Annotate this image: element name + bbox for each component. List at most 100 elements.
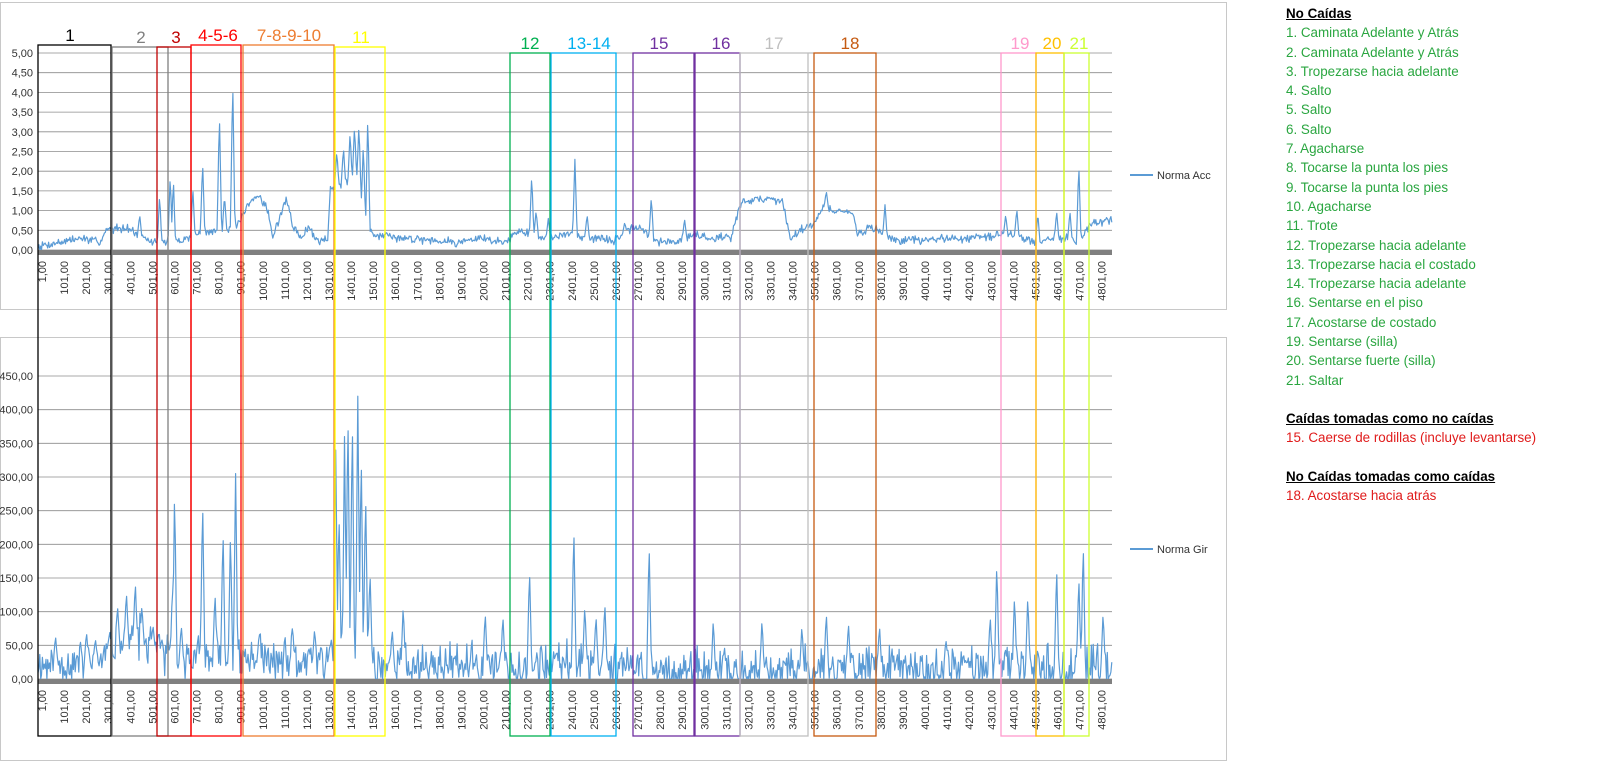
x-tick-label: 801,00 (214, 261, 226, 295)
x-tick-label: 401,00 (125, 261, 137, 295)
activity-box-label: 4-5-6 (198, 26, 238, 45)
y-tick-label: 0,00 (12, 245, 33, 257)
x-tick-label: 1501,00 (368, 261, 380, 301)
x-tick-label: 1601,00 (390, 261, 402, 301)
x-tick-label: 1901,00 (456, 261, 468, 301)
activity-box (37, 44, 112, 737)
notes-panel: No Caídas 1. Caminata Adelante y Atrás 2.… (1286, 4, 1616, 505)
x-tick-label: 2401,00 (567, 261, 579, 301)
y-tick-label: 4,50 (12, 68, 33, 80)
x-tick-label: 2701,00 (633, 261, 645, 301)
y-tick-label: 2,00 (12, 166, 33, 178)
x-tick-label: 3801,00 (876, 690, 888, 730)
note-item-no-caida: 6. Salto (1286, 121, 1332, 137)
x-tick-label: 2901,00 (677, 261, 689, 301)
x-axis-band (38, 679, 1112, 684)
x-tick-label: 1001,00 (258, 690, 270, 730)
x-tick-label: 801,00 (214, 690, 226, 724)
x-tick-label: 4801,00 (1097, 690, 1109, 730)
x-tick-label: 3401,00 (788, 690, 800, 730)
activity-boxes: 1 2 3 4-5-6 7-8-9-10 11 12 13-14 15 16 17 18 19 20 21 (37, 26, 1090, 737)
x-tick-label: 1701,00 (412, 261, 424, 301)
x-tick-label: 2001,00 (479, 690, 491, 730)
note-item-no-caida: 20. Sentarse fuerte (silla) (1286, 353, 1436, 369)
activity-box-label: 13-14 (567, 34, 610, 53)
x-tick-label: 4101,00 (942, 690, 954, 730)
note-item-no-caida: 13. Tropezarse hacia el costado (1286, 256, 1476, 272)
x-tick-label: 3601,00 (832, 690, 844, 730)
x-tick-label: 3501,00 (810, 261, 822, 301)
x-tick-label: 1401,00 (346, 261, 358, 301)
note-item-no-caida: 10. Agacharse (1286, 198, 1372, 214)
note-item-no-caida: 11. Trote (1286, 218, 1338, 234)
x-tick-label: 4201,00 (964, 690, 976, 730)
activity-box-label: 7-8-9-10 (257, 26, 321, 45)
x-tick-label: 2801,00 (655, 261, 667, 301)
y-tick-label: 50,00 (5, 640, 33, 652)
x-tick-label: 1,00 (37, 261, 49, 282)
x-tick-label: 3101,00 (721, 261, 733, 301)
x-tick-label: 701,00 (192, 690, 204, 724)
y-tick-label: 400,00 (0, 405, 33, 417)
x-tick-label: 3001,00 (699, 261, 711, 301)
y-tick-label: 200,00 (0, 539, 33, 551)
y-tick-label: 1,50 (12, 186, 33, 198)
note-item-no-caida: 17. Acostarse de costado (1286, 314, 1437, 330)
x-tick-label: 1,00 (37, 690, 49, 711)
x-axis-band (38, 250, 1112, 255)
x-tick-label: 901,00 (236, 690, 248, 724)
note-item-no-caida: 16. Sentarse en el piso (1286, 295, 1423, 311)
note-item-no-caida: 19. Sentarse (silla) (1286, 334, 1398, 350)
x-tick-label: 4401,00 (1008, 261, 1020, 301)
x-tick-label: 2001,00 (479, 261, 491, 301)
y-tick-label: 5,00 (12, 48, 33, 60)
x-tick-label: 4301,00 (986, 261, 998, 301)
y-tick-label: 250,00 (0, 506, 33, 518)
x-tick-label: 1101,00 (280, 261, 292, 300)
activity-box-label: 20 (1043, 34, 1062, 53)
note-item-no-caida: 7. Agacharse (1286, 141, 1365, 157)
note-item-no-caida: 5. Salto (1286, 102, 1332, 118)
x-tick-label: 3001,00 (699, 690, 711, 730)
notes-list-no-caidas-como-caidas: 18. Acostarse hacia atrás (1286, 486, 1616, 505)
note-item-no-caida: 8. Tocarse la punta los pies (1286, 160, 1449, 176)
activity-box (190, 44, 242, 737)
x-tick-label: 4301,00 (986, 690, 998, 730)
activity-box-label: 1 (65, 26, 74, 45)
x-tick-label: 4401,00 (1008, 690, 1020, 730)
x-tick-label: 2601,00 (611, 261, 623, 301)
charts-canvas: 0,00 0,50 1,00 1,50 2,00 2,50 3,00 3,50 4,00 4,50… (0, 2, 1227, 761)
x-tick-label: 3201,00 (743, 690, 755, 730)
x-tick-label: 3301,00 (766, 690, 778, 730)
x-tick-label: 4801,00 (1097, 261, 1109, 301)
note-item-no-caida: 3. Tropezarse hacia adelante (1286, 63, 1459, 79)
activity-box-label: 12 (521, 34, 540, 53)
x-tick-label: 201,00 (81, 690, 93, 724)
x-tick-label: 3701,00 (854, 690, 866, 730)
y-tick-label: 2,50 (12, 147, 33, 159)
x-tick-label: 2401,00 (567, 690, 579, 730)
activity-box-label: 3 (171, 28, 180, 47)
x-tick-label: 1401,00 (346, 690, 358, 730)
x-tick-label: 2701,00 (633, 690, 645, 730)
x-tick-label: 301,00 (103, 690, 115, 724)
activity-box (242, 44, 335, 737)
x-tick-label: 1801,00 (434, 261, 446, 301)
x-tick-label: 4701,00 (1075, 690, 1087, 730)
x-tick-label: 301,00 (103, 261, 115, 295)
notes-header-no-caidas: No Caídas (1286, 6, 1352, 21)
y-tick-label: 450,00 (0, 371, 33, 383)
y-tick-label: 150,00 (0, 573, 33, 585)
activity-box (111, 46, 169, 737)
legend-label: Norma Gir (1157, 544, 1208, 556)
activity-box-label: 11 (352, 28, 370, 47)
x-tick-label: 101,00 (59, 261, 71, 295)
x-tick-label: 3601,00 (832, 261, 844, 301)
note-item-no-caida-como-caida: 18. Acostarse hacia atrás (1286, 487, 1437, 503)
x-tick-label: 701,00 (192, 261, 204, 295)
acc-chart: 0,00 0,50 1,00 1,50 2,00 2,50 3,00 3,50 4,00 4,50… (12, 48, 1212, 301)
activity-box (813, 52, 877, 737)
x-tick-label: 1201,00 (302, 261, 314, 301)
activity-box-label: 16 (712, 34, 731, 53)
x-tick-label: 1301,00 (324, 690, 336, 730)
